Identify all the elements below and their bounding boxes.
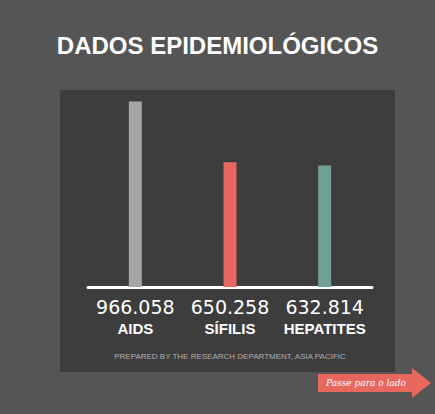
svg-text:PREPARED BY THE RESEARCH DEPAR: PREPARED BY THE RESEARCH DEPARTMENT, ASI…	[114, 352, 346, 361]
svg-text:966.058: 966.058	[96, 296, 175, 318]
svg-text:650.258: 650.258	[191, 296, 270, 318]
svg-text:SÍFILIS: SÍFILIS	[205, 320, 256, 337]
svg-text:HEPATITES: HEPATITES	[284, 320, 366, 337]
svg-text:DADOS EPIDEMIOLÓGICOS: DADOS EPIDEMIOLÓGICOS	[57, 32, 378, 59]
svg-text:Passe para o lado: Passe para o lado	[325, 378, 406, 388]
svg-text:AIDS: AIDS	[117, 320, 153, 337]
svg-text:632.814: 632.814	[285, 296, 364, 318]
